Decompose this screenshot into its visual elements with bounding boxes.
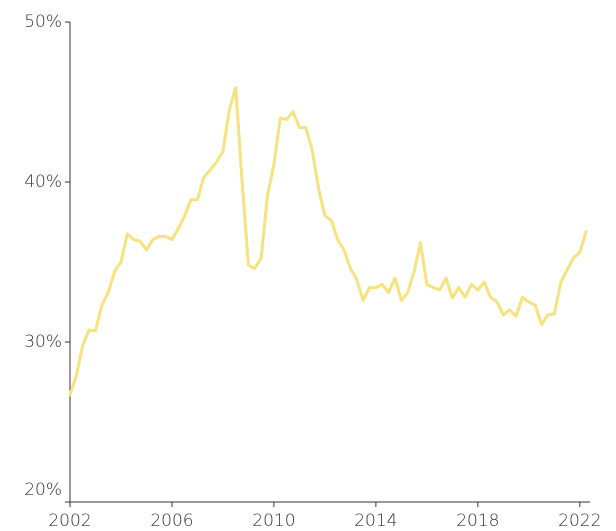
x-tick-label: 2018 bbox=[456, 511, 499, 531]
x-tick-label: 2022 bbox=[558, 511, 601, 531]
x-tick-label: 2006 bbox=[150, 511, 193, 531]
y-tick-label: 40% bbox=[24, 172, 62, 192]
y-tick-label: 20% bbox=[24, 480, 62, 500]
x-tick-label: 2010 bbox=[252, 511, 295, 531]
y-tick-label: 50% bbox=[24, 12, 62, 32]
x-tick-label: 2002 bbox=[48, 511, 91, 531]
x-tick-label: 2014 bbox=[354, 511, 397, 531]
line bbox=[68, 86, 588, 397]
y-tick-label: 30% bbox=[24, 332, 62, 352]
